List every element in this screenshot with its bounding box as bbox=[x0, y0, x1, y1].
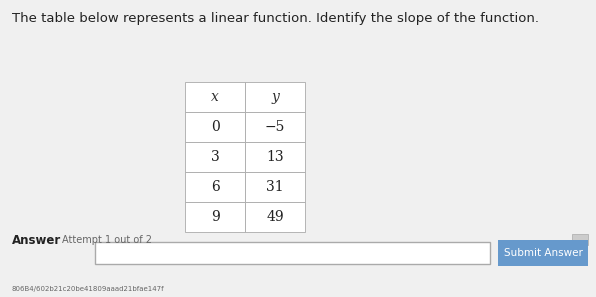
Text: Submit Answer: Submit Answer bbox=[504, 248, 582, 258]
Text: The table below represents a linear function. Identify the slope of the function: The table below represents a linear func… bbox=[12, 12, 539, 25]
Text: 0: 0 bbox=[210, 120, 219, 134]
Bar bbox=[572, 234, 588, 245]
Text: 6: 6 bbox=[210, 180, 219, 194]
Text: 806B4/602b21c20be41809aaad21bfae147f: 806B4/602b21c20be41809aaad21bfae147f bbox=[12, 286, 164, 292]
Text: 31: 31 bbox=[266, 180, 284, 194]
Text: −5: −5 bbox=[265, 120, 285, 134]
Bar bbox=[498, 240, 588, 266]
Text: 3: 3 bbox=[210, 150, 219, 164]
Bar bbox=[185, 142, 245, 172]
Bar bbox=[185, 172, 245, 202]
Bar bbox=[185, 202, 245, 232]
Bar bbox=[245, 112, 305, 142]
Bar bbox=[95, 242, 490, 264]
Text: Answer: Answer bbox=[12, 233, 61, 247]
Bar bbox=[245, 202, 305, 232]
Text: 13: 13 bbox=[266, 150, 284, 164]
Bar bbox=[245, 172, 305, 202]
Text: 9: 9 bbox=[210, 210, 219, 224]
Text: x: x bbox=[211, 90, 219, 104]
Bar bbox=[185, 82, 245, 112]
Text: y: y bbox=[271, 90, 279, 104]
Text: Attempt 1 out of 2: Attempt 1 out of 2 bbox=[62, 235, 152, 245]
Bar bbox=[185, 112, 245, 142]
Bar bbox=[245, 142, 305, 172]
Text: 49: 49 bbox=[266, 210, 284, 224]
Bar bbox=[245, 82, 305, 112]
